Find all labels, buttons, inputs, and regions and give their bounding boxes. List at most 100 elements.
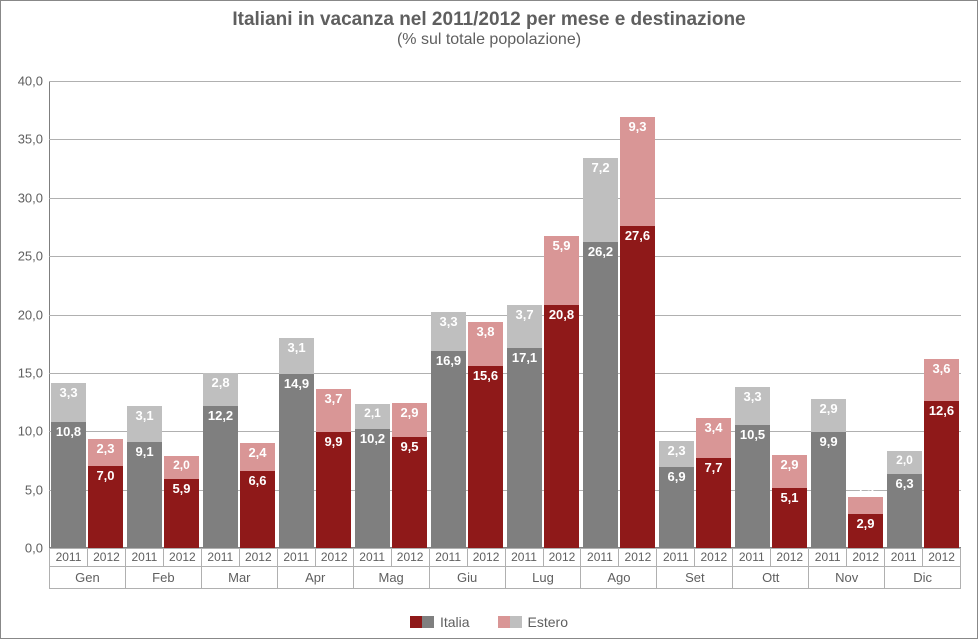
bar-seg-italia: 9,9 [811, 432, 846, 548]
x-year-label: 2012 [922, 548, 960, 567]
bar-seg-estero: 3,3 [51, 383, 86, 422]
bar-value-italia: 26,2 [588, 242, 613, 259]
bar-seg-italia: 5,1 [772, 488, 807, 548]
x-year-label: 2011 [429, 548, 467, 567]
bar-value-italia: 14,9 [284, 374, 309, 391]
bar-value-italia: 16,9 [436, 351, 461, 368]
bar-value-estero: 2,4 [248, 443, 266, 460]
bar-seg-italia: 17,1 [507, 348, 542, 548]
bar-value-italia: 15,6 [473, 366, 498, 383]
bar-value-italia: 10,8 [56, 422, 81, 439]
bar-seg-italia: 14,9 [279, 374, 314, 548]
x-month-label: Feb [125, 567, 201, 589]
bar-Ago-2012: 9,327,6 [620, 81, 655, 548]
y-tick-label: 35,0 [18, 132, 49, 147]
bar-seg-estero: 2,9 [772, 455, 807, 489]
x-year-label: 2011 [277, 548, 315, 567]
bar-seg-estero: 2,9 [811, 399, 846, 433]
bar-seg-italia: 10,8 [51, 422, 86, 548]
chart-container: Italiani in vacanza nel 2011/2012 per me… [0, 0, 978, 639]
x-year-label: 2012 [315, 548, 353, 567]
x-year-label: 2012 [239, 548, 277, 567]
bar-seg-estero: 2,3 [88, 439, 123, 466]
y-tick-label: 30,0 [18, 190, 49, 205]
bar-seg-italia: 7,0 [88, 466, 123, 548]
bar-value-estero: 2,3 [96, 439, 114, 456]
x-year-group: 20112012 [429, 548, 505, 567]
x-year-group: 20112012 [201, 548, 277, 567]
bar-value-italia: 2,9 [856, 514, 874, 531]
bar-value-italia: 9,9 [324, 432, 342, 449]
x-axis: 2011201220112012201120122011201220112012… [49, 548, 961, 594]
bar-seg-italia: 2,9 [848, 514, 883, 548]
bar-seg-estero: 2,3 [659, 441, 694, 468]
x-year-label: 2012 [618, 548, 656, 567]
legend-item-estero: Estero [498, 614, 568, 630]
bar-Mar-2012: 2,46,6 [240, 81, 275, 548]
bar-seg-italia: 15,6 [468, 366, 503, 548]
bar-Set-2012: 3,47,7 [696, 81, 731, 548]
plot-area: 3,310,82,37,03,19,12,05,92,812,22,46,63,… [49, 81, 961, 548]
bar-value-italia: 5,9 [172, 479, 190, 496]
y-tick-label: 15,0 [18, 365, 49, 380]
bar-Dic-2011: 2,06,3 [887, 81, 922, 548]
bar-value-estero: 3,3 [743, 387, 761, 404]
swatch-italia-2012 [410, 616, 422, 628]
legend-label-estero: Estero [528, 614, 568, 630]
bar-seg-italia: 10,2 [355, 429, 390, 548]
y-tick-label: 10,0 [18, 424, 49, 439]
x-year-label: 2012 [87, 548, 125, 567]
y-tick-label: 20,0 [18, 307, 49, 322]
x-year-group: 20112012 [656, 548, 732, 567]
y-tick-label: 5,0 [25, 482, 49, 497]
bar-seg-estero: 2,4 [240, 443, 275, 471]
bar-seg-italia: 10,5 [735, 425, 770, 548]
bar-seg-italia: 9,1 [127, 442, 162, 548]
x-year-group: 20112012 [505, 548, 581, 567]
bar-value-estero: 3,6 [932, 359, 950, 376]
bar-seg-italia: 26,2 [583, 242, 618, 548]
bar-value-estero: 3,8 [476, 322, 494, 339]
x-month-label: Mag [353, 567, 429, 589]
legend-item-italia: Italia [410, 614, 470, 630]
x-year-label: 2011 [580, 548, 618, 567]
x-year-label: 2011 [505, 548, 543, 567]
bar-seg-estero: 5,9 [544, 236, 579, 305]
x-year-label: 2011 [808, 548, 846, 567]
y-tick-label: 0,0 [25, 541, 49, 556]
bar-seg-estero: 3,7 [507, 305, 542, 348]
bar-value-estero: 1,5 [857, 481, 874, 497]
bar-seg-italia: 9,5 [392, 437, 427, 548]
month-group: 3,114,93,79,9 [277, 81, 353, 548]
bar-seg-estero: 3,1 [127, 406, 162, 442]
month-group: 2,110,22,99,5 [353, 81, 429, 548]
x-year-label: 2011 [353, 548, 391, 567]
x-year-group: 20112012 [277, 548, 353, 567]
bar-value-estero: 3,3 [439, 312, 457, 329]
bar-value-estero: 7,2 [591, 158, 609, 175]
bar-value-estero: 2,9 [819, 399, 837, 416]
x-year-group: 20112012 [884, 548, 960, 567]
bar-seg-italia: 12,2 [203, 406, 238, 548]
bar-seg-italia: 7,7 [696, 458, 731, 548]
bar-value-italia: 9,5 [400, 437, 418, 454]
x-year-label: 2012 [467, 548, 505, 567]
bar-value-estero: 2,9 [400, 403, 418, 420]
bar-value-italia: 9,1 [135, 442, 153, 459]
bar-Lug-2012: 5,920,8 [544, 81, 579, 548]
bar-seg-estero: 2,8 [203, 373, 238, 406]
bar-value-estero: 2,8 [211, 373, 229, 390]
y-tick-label: 25,0 [18, 249, 49, 264]
bar-value-italia: 20,8 [549, 305, 574, 322]
bar-Ott-2011: 3,3 10,5 [735, 81, 770, 548]
bar-seg-italia: 6,3 [887, 474, 922, 548]
month-group: 2,9 9,9 1,5 2,9 [809, 81, 885, 548]
bar-seg-italia: 16,9 [431, 351, 466, 548]
x-month-label: Lug [505, 567, 581, 589]
x-year-label: 2012 [846, 548, 884, 567]
bar-value-italia: 12,6 [929, 401, 954, 418]
x-month-label: Mar [201, 567, 277, 589]
x-axis-months-row: GenFebMarAprMagGiuLugAgoSetOttNovDic [49, 567, 961, 589]
x-year-label: 2011 [201, 548, 239, 567]
bar-Gen-2011: 3,310,8 [51, 81, 86, 548]
